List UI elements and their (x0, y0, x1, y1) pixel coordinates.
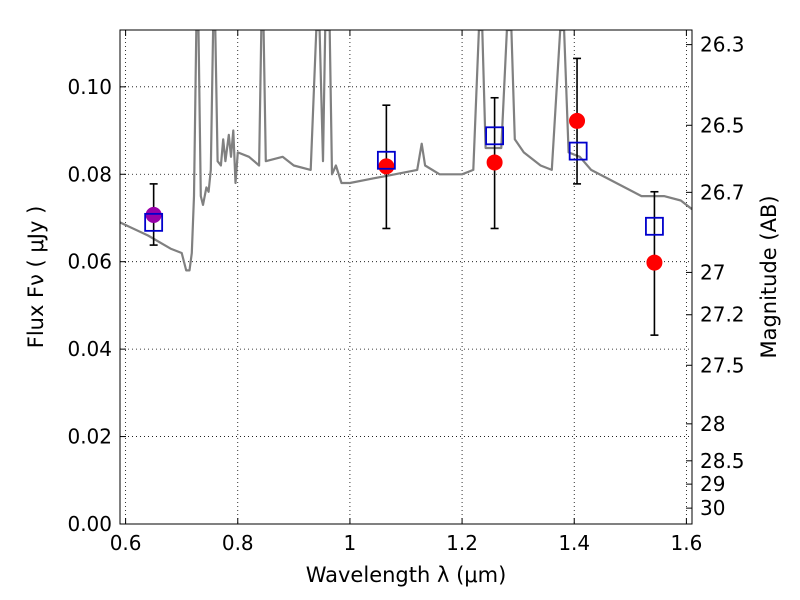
y2-tick-label: 30 (700, 496, 725, 520)
observed-flux-point (646, 254, 663, 271)
y-tick-label: 0.04 (67, 337, 112, 361)
y-tick-label: 0.06 (67, 250, 112, 274)
x-tick-label: 0.6 (110, 531, 142, 555)
plot-frame (119, 29, 693, 525)
x-tick-label: 1.2 (446, 531, 478, 555)
y2-axis-label: Magnitude (AB) (757, 195, 781, 358)
template-spectrum-line (120, 30, 692, 272)
y2-tick-label: 28 (700, 412, 725, 436)
y2-tick-label: 26.7 (700, 180, 745, 204)
observed-flux-point (486, 154, 503, 171)
model-flux-point (485, 126, 505, 146)
y-tick-label: 0.10 (67, 75, 112, 99)
x-tick-label: 1.6 (670, 531, 702, 555)
model-flux-point (144, 212, 164, 232)
axis-ticks: 0.6 0.8 1 1.2 1.4 1.6 0.00 0.02 0.04 0.06 0.08 0.10… (67, 30, 745, 555)
y-tick-label: 0.02 (67, 425, 112, 449)
plot-area (120, 30, 692, 336)
y2-tick-label: 26.5 (700, 113, 745, 137)
y2-tick-label: 27.2 (700, 303, 745, 327)
observed-flux-point (378, 158, 395, 175)
y-axis-label: Flux Fν ( μJy ) (24, 206, 48, 349)
y2-tick-label: 27 (700, 260, 725, 284)
y2-tick-label: 28.5 (700, 449, 745, 473)
model-flux-point (568, 141, 588, 161)
x-tick-label: 0.8 (222, 531, 254, 555)
y-tick-label: 0.00 (67, 512, 112, 536)
y2-tick-label: 27.5 (700, 353, 745, 377)
grid-lines (120, 30, 692, 525)
observed-flux-point (569, 112, 586, 129)
observed-flux-point (145, 206, 162, 223)
y-tick-label: 0.08 (67, 162, 112, 186)
x-tick-label: 1.4 (558, 531, 590, 555)
y2-tick-label: 29 (700, 472, 725, 496)
model-flux-point (645, 216, 664, 236)
y2-tick-label: 26.3 (700, 33, 745, 57)
x-tick-label: 1 (344, 531, 357, 555)
model-flux-point (376, 150, 396, 170)
x-axis-label: Wavelength λ (μm) (306, 563, 507, 587)
